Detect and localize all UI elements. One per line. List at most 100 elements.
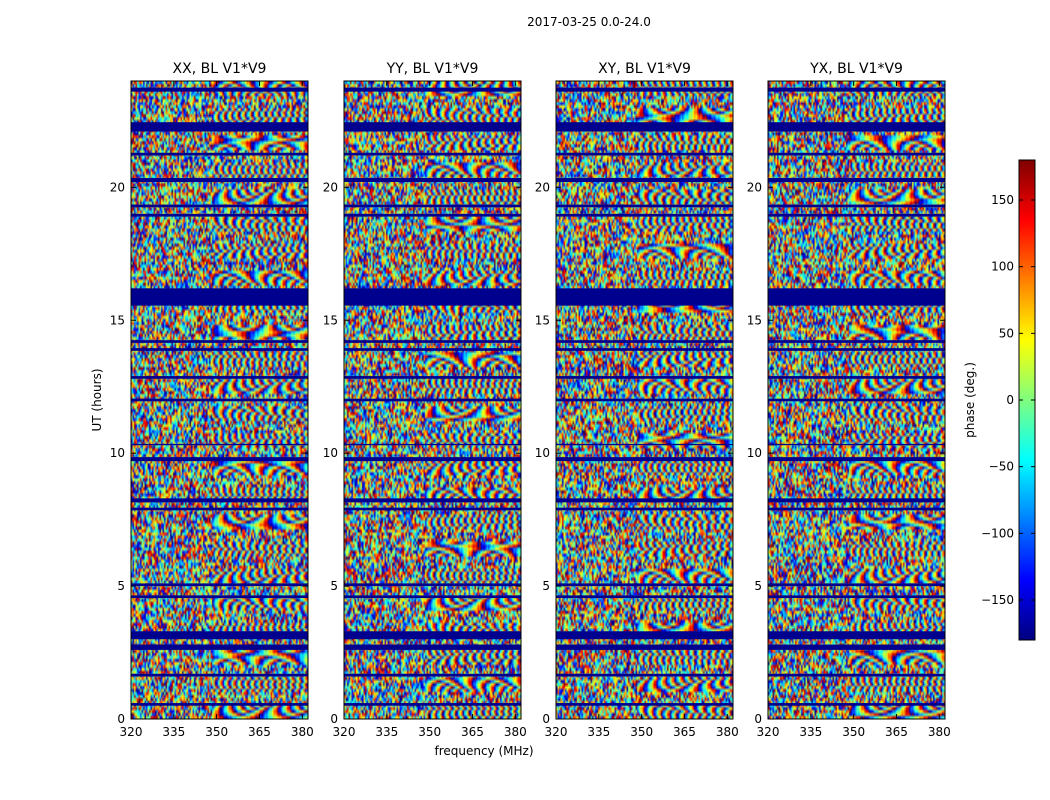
x-tick-label: 335 bbox=[587, 725, 610, 739]
panel-4: YX, BL V1*V9 320 335 350 365 380 0 5 10 15 20 bbox=[747, 61, 951, 739]
flagged-band bbox=[556, 376, 733, 379]
colorbar: −150 −100 −50 0 50 100 150 bbox=[981, 159, 1036, 641]
flagged-band bbox=[344, 288, 521, 306]
panel-frame bbox=[130, 80, 309, 720]
flagged-band bbox=[131, 213, 308, 217]
flagged-band bbox=[768, 340, 945, 343]
flagged-band bbox=[556, 204, 733, 208]
flagged-band bbox=[131, 87, 308, 92]
flagged-band bbox=[131, 457, 308, 462]
y-tick-label: 20 bbox=[747, 180, 762, 194]
flagged-band bbox=[344, 348, 521, 351]
flagged-band bbox=[131, 644, 308, 650]
x-tick-label: 365 bbox=[673, 725, 696, 739]
flagged-band bbox=[768, 178, 945, 183]
flagged-band bbox=[131, 122, 308, 132]
x-tick-label: 320 bbox=[333, 725, 356, 739]
flagged-band bbox=[768, 348, 945, 351]
flagged-band bbox=[556, 583, 733, 587]
y-tick-label: 15 bbox=[110, 313, 125, 327]
flagged-band bbox=[131, 703, 308, 706]
y-tick-label: 20 bbox=[110, 180, 125, 194]
x-tick-label: 365 bbox=[248, 725, 271, 739]
panel-frame bbox=[767, 80, 946, 720]
flagged-band bbox=[768, 631, 945, 640]
flagged-band bbox=[131, 507, 308, 511]
flagged-band bbox=[556, 348, 733, 351]
flagged-band bbox=[344, 178, 521, 183]
panel-title: YY, BL V1*V9 bbox=[386, 61, 479, 77]
flagged-band bbox=[556, 340, 733, 343]
flagged-band bbox=[131, 398, 308, 402]
flagged-band bbox=[131, 348, 308, 351]
colorbar-tick-label: 100 bbox=[991, 260, 1014, 274]
colorbar-label: phase (deg.) bbox=[963, 362, 977, 438]
flagged-band bbox=[556, 457, 733, 462]
x-axis-label: frequency (MHz) bbox=[434, 744, 533, 758]
panel-1: XX, BL V1*V9 320 335 350 365 380 0 5 10 15 20 bbox=[110, 61, 314, 739]
flagged-band bbox=[768, 122, 945, 132]
flagged-band bbox=[556, 673, 733, 677]
x-tick-label: 320 bbox=[545, 725, 568, 739]
flagged-band bbox=[556, 152, 733, 156]
x-tick-label: 350 bbox=[842, 725, 865, 739]
flagged-band bbox=[131, 178, 308, 183]
flagged-band bbox=[344, 87, 521, 92]
y-tick-label: 15 bbox=[535, 313, 550, 327]
flagged-band bbox=[768, 703, 945, 706]
flagged-band bbox=[344, 152, 521, 156]
flagged-band bbox=[768, 152, 945, 156]
flagged-band bbox=[556, 288, 733, 306]
flagged-band bbox=[768, 87, 945, 92]
flagged-band bbox=[344, 204, 521, 208]
flagged-band bbox=[131, 340, 308, 343]
flagged-band bbox=[768, 213, 945, 217]
panel-2: YY, BL V1*V9 320 335 350 365 380 0 5 10 15 20 bbox=[323, 61, 527, 739]
panel-title: YX, BL V1*V9 bbox=[809, 61, 903, 77]
x-tick-label: 380 bbox=[291, 725, 314, 739]
x-tick-label: 320 bbox=[120, 725, 143, 739]
flagged-band bbox=[344, 583, 521, 587]
y-tick-label: 5 bbox=[754, 579, 762, 593]
flagged-band bbox=[131, 498, 308, 503]
y-axis-label: UT (hours) bbox=[90, 368, 104, 431]
flagged-band bbox=[131, 673, 308, 677]
flagged-band bbox=[768, 498, 945, 503]
colorbar-tick-label: −50 bbox=[989, 460, 1014, 474]
flagged-band bbox=[768, 595, 945, 599]
figure-title: 2017-03-25 0.0-24.0 bbox=[527, 15, 651, 29]
x-tick-label: 380 bbox=[716, 725, 739, 739]
flagged-band bbox=[768, 443, 945, 446]
y-tick-label: 20 bbox=[323, 180, 338, 194]
y-tick-label: 0 bbox=[330, 712, 338, 726]
colorbar-tick-label: 150 bbox=[991, 193, 1014, 207]
flagged-band bbox=[556, 443, 733, 446]
flagged-band bbox=[131, 595, 308, 599]
flagged-band bbox=[131, 443, 308, 446]
x-tick-label: 380 bbox=[928, 725, 951, 739]
flagged-band bbox=[768, 288, 945, 306]
y-tick-label: 10 bbox=[747, 446, 762, 460]
panel-frame bbox=[343, 80, 522, 720]
flagged-band bbox=[344, 644, 521, 650]
flagged-band bbox=[131, 583, 308, 587]
x-tick-label: 365 bbox=[885, 725, 908, 739]
y-tick-label: 10 bbox=[110, 446, 125, 460]
flagged-band bbox=[344, 213, 521, 217]
panel-frame bbox=[555, 80, 734, 720]
flagged-band bbox=[556, 213, 733, 217]
colorbar-tick-label: −150 bbox=[981, 593, 1014, 607]
panel-3: XY, BL V1*V9 320 335 350 365 380 0 5 10 15 20 bbox=[535, 61, 739, 739]
flagged-band bbox=[344, 122, 521, 132]
colorbar-tick-label: 50 bbox=[999, 326, 1014, 340]
flagged-band bbox=[344, 703, 521, 706]
flagged-band bbox=[131, 631, 308, 640]
flagged-band bbox=[556, 631, 733, 640]
y-tick-label: 0 bbox=[117, 712, 125, 726]
flagged-band bbox=[344, 507, 521, 511]
flagged-band bbox=[344, 340, 521, 343]
flagged-band bbox=[768, 398, 945, 402]
panel-title: XX, BL V1*V9 bbox=[173, 61, 267, 77]
flagged-band bbox=[344, 631, 521, 640]
